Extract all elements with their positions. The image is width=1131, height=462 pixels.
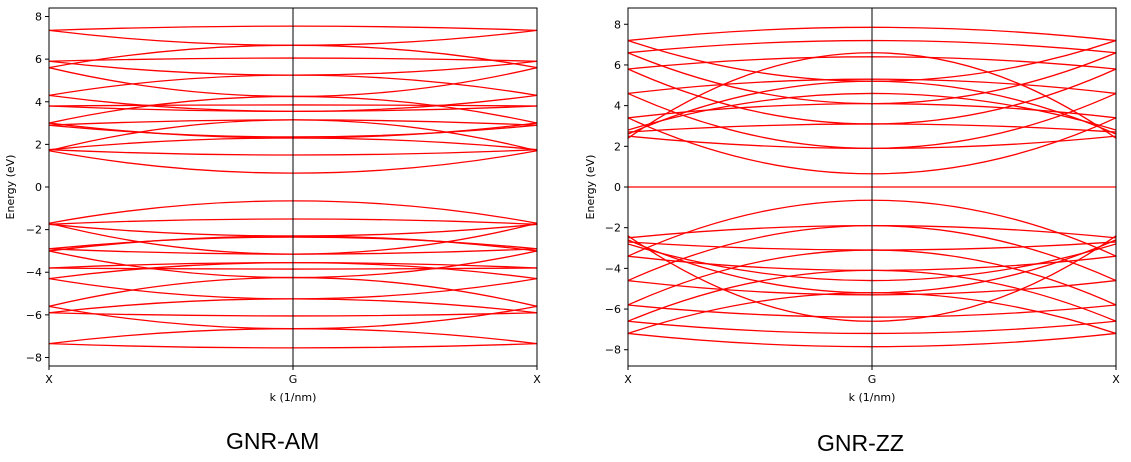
- y-tick-label: 8: [35, 11, 42, 24]
- y-tick-label: −8: [605, 344, 621, 357]
- x-axis-label: k (1/nm): [849, 391, 896, 404]
- y-axis-label: Energy (eV): [4, 155, 17, 220]
- y-tick-label: −4: [605, 262, 621, 275]
- chart-gnr-zz: −8 −6 −4 −2 0 2 4 6 8 X G Xk (1/nm) Energy (eV): [584, 7, 1120, 404]
- y-axis-label: Energy (eV): [584, 155, 597, 220]
- x-axis-label: k (1/nm): [270, 391, 317, 404]
- y-tick-label: 2: [35, 138, 42, 151]
- x-tick-label: G: [868, 373, 877, 386]
- caption-gnr-am: GNR-AM: [226, 428, 320, 454]
- y-tick-label: −2: [26, 224, 42, 237]
- y-tick-label: 6: [614, 59, 621, 72]
- y-tick-label: −8: [26, 351, 42, 364]
- y-tick-label: 0: [614, 181, 621, 194]
- y-tick-label: 4: [614, 100, 621, 113]
- x-tick-label: X: [45, 373, 53, 386]
- y-tick-label: 8: [614, 18, 621, 31]
- x-tick-label: X: [624, 373, 632, 386]
- y-tick-label: 4: [35, 96, 42, 109]
- x-tick-label: G: [289, 373, 298, 386]
- y-tick-label: −4: [26, 266, 42, 279]
- y-tick-label: −6: [26, 309, 42, 322]
- y-tick-label: 0: [35, 181, 42, 194]
- caption-gnr-zz: GNR-ZZ: [817, 430, 904, 456]
- y-tick-label: −6: [605, 303, 621, 316]
- x-tick-label: X: [533, 373, 541, 386]
- y-tick-label: 2: [614, 140, 621, 153]
- y-tick-label: 6: [35, 53, 42, 66]
- y-tick-label: −2: [605, 222, 621, 235]
- chart-gnr-am: −8 −6 −4 −2 0 2 4 6 8 X G Xk (1/nm) Energy (eV): [4, 7, 541, 404]
- x-tick-label: X: [1112, 373, 1120, 386]
